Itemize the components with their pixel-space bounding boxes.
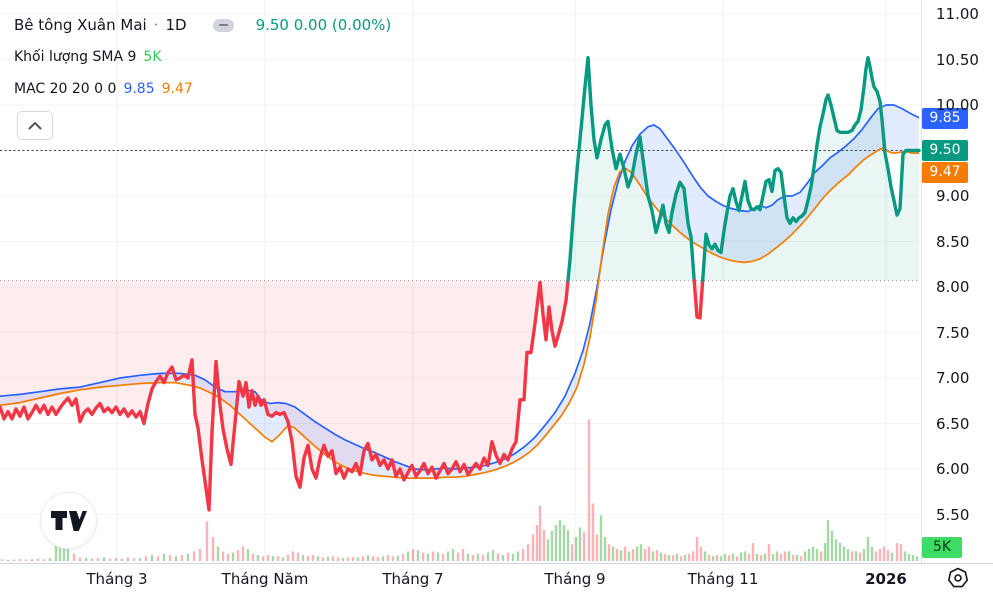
- ma-fast-price-badge: 9.85: [922, 108, 968, 129]
- tradingview-logo-icon: [50, 510, 87, 531]
- x-axis-tick-label: 2026: [865, 570, 907, 588]
- volume-indicator-label[interactable]: Khối lượng SMA 9: [14, 49, 137, 65]
- y-axis-tick-label: 11.00: [936, 5, 979, 23]
- chevron-up-icon: [28, 122, 42, 130]
- y-axis-tick-label: 8.50: [936, 232, 970, 251]
- price-change-summary: 9.50 0.00 (0.00%): [255, 16, 392, 34]
- market-status-icon[interactable]: [212, 18, 234, 32]
- y-axis-tick-label: 7.50: [936, 323, 970, 342]
- mac-indicator-label[interactable]: MAC 20 20 0 0: [14, 81, 117, 97]
- x-axis-tick-label: Tháng 7: [382, 570, 444, 588]
- y-axis-tick-label: 8.00: [936, 278, 970, 296]
- symbol-title[interactable]: Bê tông Xuân Mai: [14, 16, 147, 34]
- price-scale-border: [921, 0, 922, 563]
- y-axis-tick-label: 5.50: [936, 505, 970, 524]
- mac-legend-row[interactable]: MAC 20 20 0 0 9.85 9.47: [14, 81, 193, 97]
- x-axis-tick-label: Tháng 9: [544, 570, 606, 588]
- tradingview-logo[interactable]: [40, 492, 97, 549]
- volume-badge: 5K: [922, 537, 962, 558]
- y-axis-tick-label: 9.00: [936, 187, 970, 205]
- legend-separator: ·: [153, 16, 159, 34]
- y-axis-tick-label: 10.00: [936, 96, 979, 114]
- x-axis-tick-label: Tháng Năm: [221, 570, 309, 588]
- y-axis-tick-label: 7.00: [936, 369, 970, 387]
- x-axis-tick-label: Tháng 3: [86, 570, 148, 588]
- y-axis-tick-label: 6.00: [936, 460, 970, 478]
- ma-slow-price-badge: 9.47: [922, 162, 968, 183]
- mac-fast-value: 9.85: [123, 81, 155, 97]
- volume-legend-row[interactable]: Khối lượng SMA 9 5K: [14, 49, 162, 65]
- y-axis-tick-label: 6.50: [936, 414, 970, 433]
- symbol-legend-row[interactable]: Bê tông Xuân Mai · 1D 9.50 0.00 (0.00%): [14, 16, 391, 34]
- mac-slow-value: 9.47: [161, 81, 193, 97]
- volume-indicator-value: 5K: [143, 49, 162, 65]
- timeframe-label[interactable]: 1D: [165, 16, 187, 34]
- y-axis-tick-label: 10.50: [936, 50, 979, 69]
- collapse-legend-button[interactable]: [17, 111, 53, 140]
- last-price-badge: 9.50: [922, 140, 968, 161]
- time-scale-border: [0, 563, 993, 564]
- gear-icon: [948, 567, 968, 588]
- x-axis-tick-label: Tháng 11: [687, 570, 759, 588]
- timescale-settings-button[interactable]: [944, 565, 972, 591]
